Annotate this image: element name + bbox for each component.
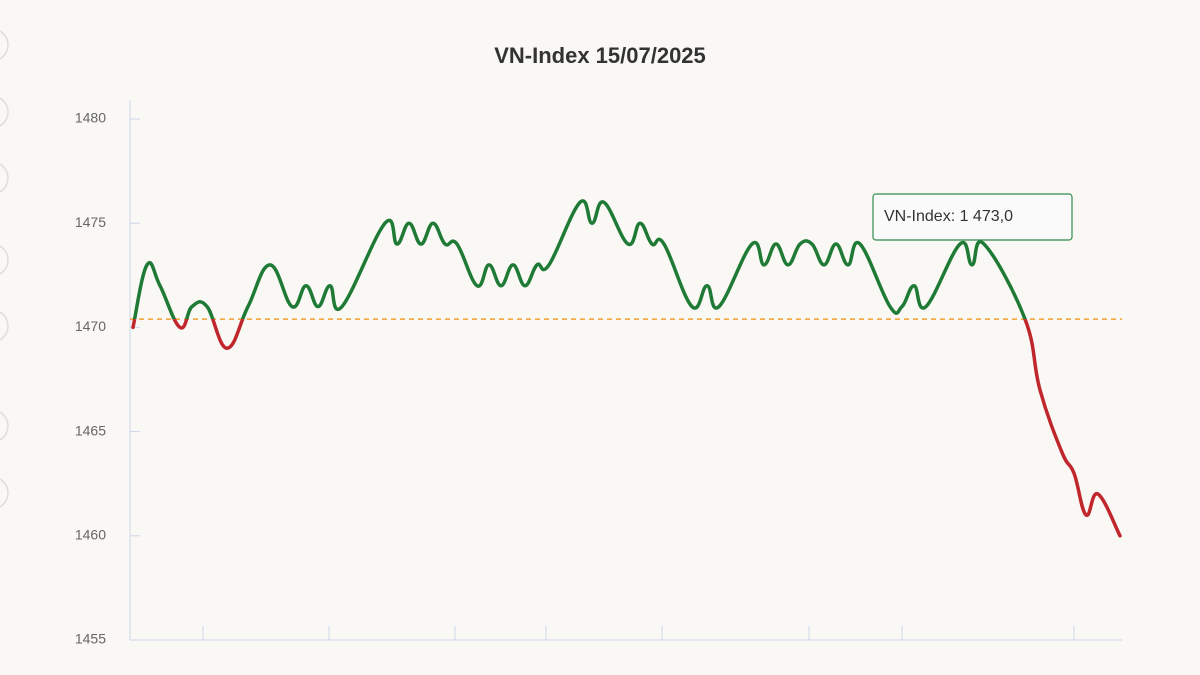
side-button[interactable] [0, 244, 9, 276]
side-button[interactable] [0, 96, 9, 128]
side-button[interactable] [0, 162, 9, 194]
chart-title: VN-Index 15/07/2025 [494, 43, 706, 68]
line-down [131, 319, 1122, 538]
line-up [132, 199, 1027, 320]
side-button[interactable] [0, 477, 9, 509]
side-button[interactable] [0, 29, 9, 61]
y-tick-label: 1480 [75, 110, 106, 126]
y-tick-label: 1475 [75, 214, 106, 230]
tooltip: VN-Index: 1 473,0 [872, 193, 1073, 241]
y-tick-label: 1460 [75, 527, 106, 543]
y-tick-label: 1465 [75, 422, 106, 438]
side-buttons [0, 29, 9, 509]
tooltip-text: VN-Index: 1 473,0 [884, 208, 1013, 225]
y-tick-label: 1470 [75, 318, 106, 334]
y-tick-label: 1455 [75, 631, 106, 647]
side-button[interactable] [0, 310, 9, 342]
side-button[interactable] [0, 410, 9, 442]
tooltip-box [872, 193, 1073, 241]
